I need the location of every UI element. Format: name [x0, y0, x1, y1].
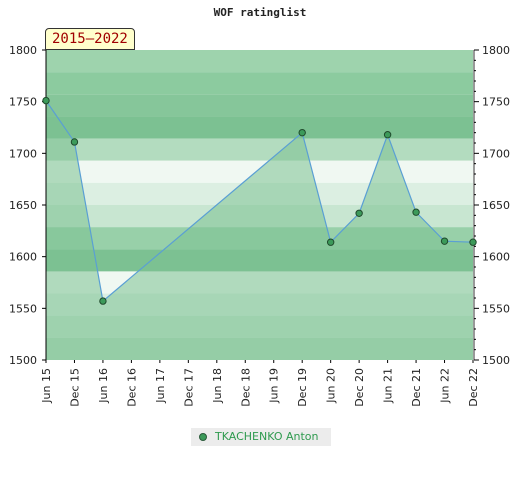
y-tick-label-left: 1550 [9, 302, 37, 315]
data-point [469, 238, 477, 246]
x-tick-label: Jun 21 [382, 368, 395, 404]
x-tick-label: Jun 22 [439, 368, 452, 404]
data-point [70, 138, 79, 146]
y-tick-label-right: 1750 [482, 96, 510, 109]
legend-label: TKACHENKO Anton [215, 430, 319, 443]
x-tick-label: Dec 15 [68, 368, 81, 407]
background-band [46, 116, 473, 139]
data-point [42, 96, 50, 105]
legend-marker [199, 433, 207, 441]
y-tick-label-right: 1650 [482, 199, 510, 212]
data-point [440, 237, 449, 245]
y-tick-label-left: 1600 [9, 251, 37, 264]
data-point [326, 238, 335, 246]
y-tick-label-left: 1500 [9, 354, 37, 367]
x-tick-label: Dec 16 [125, 368, 138, 407]
x-tick-label: Dec 17 [182, 368, 195, 407]
background-band [46, 72, 473, 95]
background-band [46, 94, 473, 117]
series-line [45, 100, 474, 303]
y-tick-label-left: 1650 [9, 199, 37, 212]
chart-title: WOF ratinglist [213, 6, 307, 19]
y-tick-label-left: 1750 [9, 96, 37, 109]
x-tick-label: Jun 19 [268, 368, 281, 404]
y-tick-label-right: 1600 [482, 251, 510, 264]
x-tick-label: Jun 16 [97, 368, 110, 404]
legend: TKACHENKO Anton [191, 428, 331, 446]
x-tick-label: Dec 18 [239, 368, 252, 407]
data-point [412, 208, 420, 216]
data-point [298, 128, 306, 137]
background-band [46, 50, 473, 73]
period-badge: 2015–2022 [45, 28, 135, 50]
y-tick-label-left: 1700 [9, 147, 37, 160]
x-tick-label: Dec 21 [410, 368, 423, 407]
x-tick-label: Jun 17 [154, 368, 167, 404]
y-tick-label-right: 1700 [482, 147, 510, 160]
data-point [99, 297, 107, 305]
y-tick-label-right: 1800 [482, 44, 510, 57]
x-tick-label: Dec 22 [467, 368, 480, 407]
x-tick-label: Jun 20 [325, 368, 338, 404]
series-area [46, 100, 473, 360]
y-tick-label-right: 1500 [482, 354, 510, 367]
background-band [46, 138, 473, 161]
y-tick-label-left: 1800 [9, 44, 37, 57]
x-tick-label: Jun 18 [211, 368, 224, 404]
x-tick-label: Dec 20 [353, 368, 366, 407]
x-tick-label: Dec 19 [296, 368, 309, 407]
data-point [355, 209, 363, 217]
x-tick-label: Jun 15 [40, 368, 53, 404]
data-point [383, 131, 392, 139]
y-tick-label-right: 1550 [482, 302, 510, 315]
